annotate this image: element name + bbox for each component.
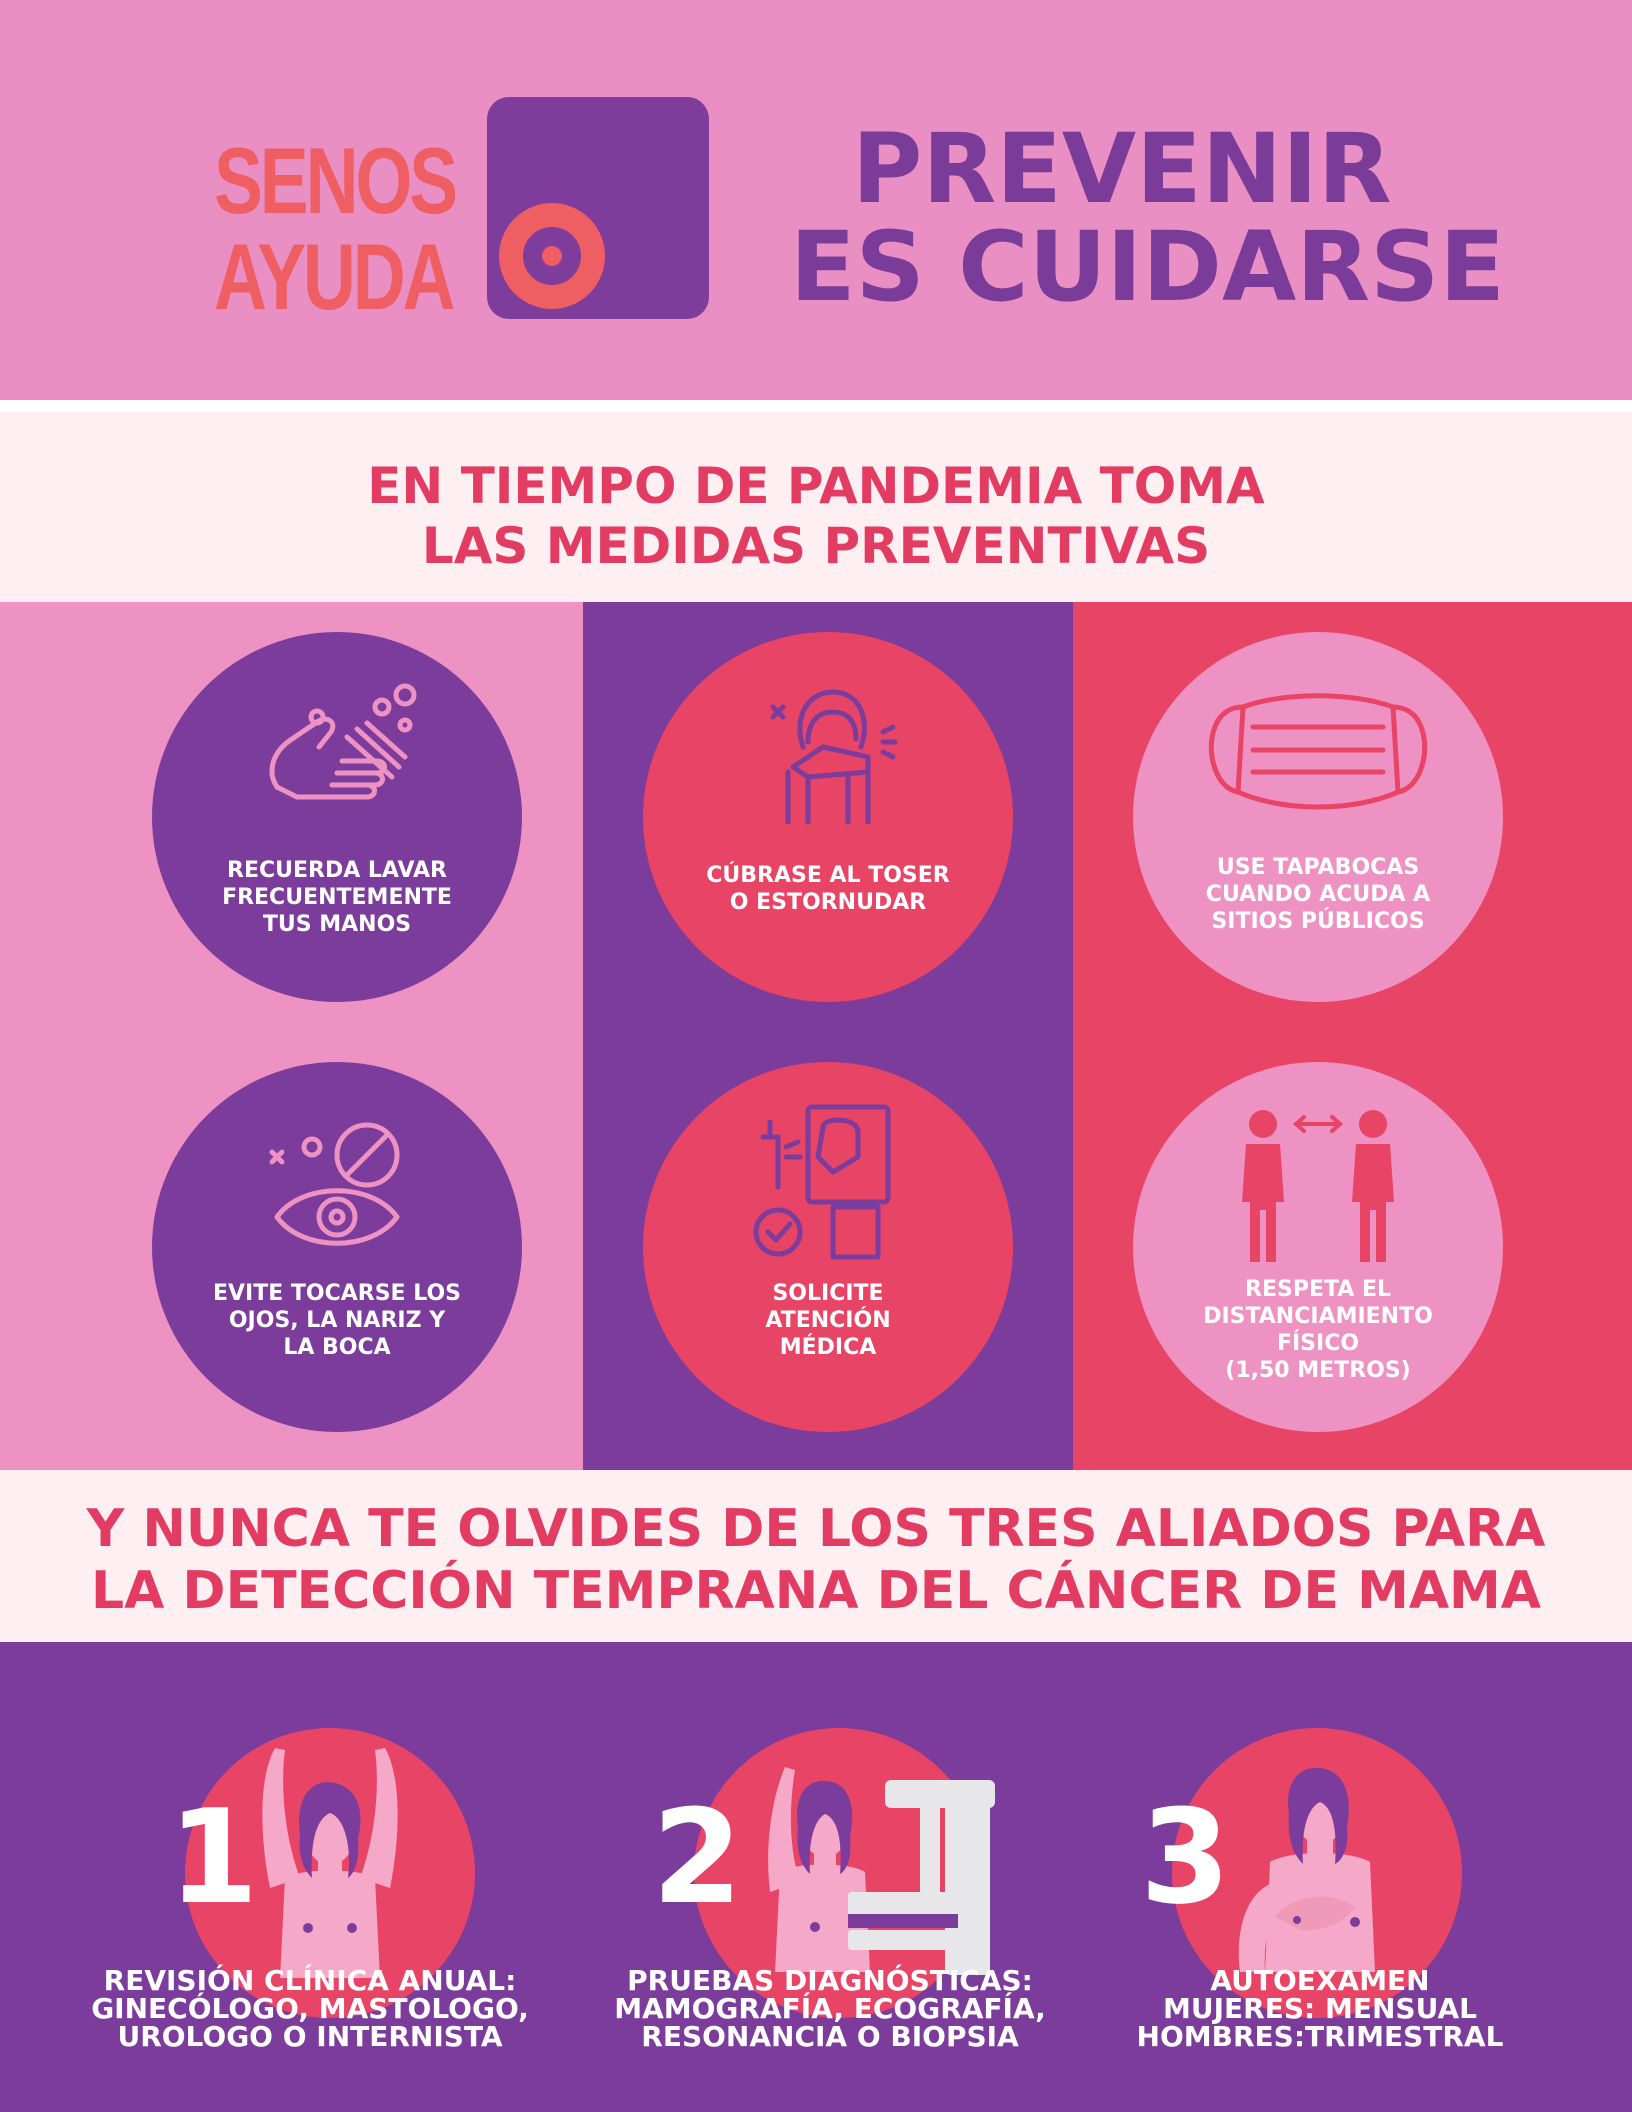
measure-social-distance-line-3: FÍSICO	[1276, 1331, 1360, 1356]
logo-line-2: AYUDA	[214, 224, 455, 329]
headline: PREVENIR ES CUIDARSE	[790, 120, 1505, 316]
measure-avoid-touching-line-1: EVITE TOCARSE LOS	[212, 1281, 462, 1306]
ally-1-line-1: REVISIÓN CLÍNICA ANUAL:	[103, 1964, 517, 1997]
measure-wash-hands-line-1: RECUERDA LAVAR	[227, 858, 447, 883]
measure-medical-attention-line-2: ATENCIÓN	[765, 1308, 891, 1333]
pandemic-banner-line-2: LAS MEDIDAS PREVENTIVAS	[421, 517, 1211, 575]
no-touch-eye-icon	[269, 1122, 400, 1246]
measure-face-mask: USE TAPABOCAS CUANDO ACUDA A SITIOS PÚBL…	[1133, 632, 1503, 1002]
measure-face-mask-line-3: SITIOS PÚBLICOS	[1211, 909, 1425, 934]
pandemic-banner: EN TIEMPO DE PANDEMIA TOMA LAS MEDIDAS P…	[0, 412, 1632, 602]
measure-cover-cough-line-1: CÚBRASE AL TOSER	[706, 863, 950, 888]
cough-elbow-icon	[770, 689, 898, 825]
ally-1-line-2: GINECÓLOGO, MASTOLOGO,	[91, 1992, 529, 2025]
ally-2-line-2: MAMOGRAFÍA, ECOGRAFÍA,	[614, 1992, 1046, 2025]
ally-3-line-2: MUJERES: MENSUAL	[1163, 1992, 1477, 2025]
ally-1-line-3: UROLOGO O INTERNISTA	[117, 2020, 503, 2053]
headline-line-2: ES CUIDARSE	[790, 211, 1505, 323]
measure-face-mask-line-2: CUANDO ACUDA A	[1205, 882, 1431, 907]
pandemic-banner-line-1: EN TIEMPO DE PANDEMIA TOMA	[367, 457, 1265, 515]
measure-social-distance-line-4: (1,50 METROS)	[1225, 1358, 1411, 1383]
header: SENOS AYUDA PREVENIR ES CUIDARSE	[0, 0, 1632, 400]
measure-wash-hands-line-2: FRECUENTEMENTE	[222, 885, 452, 910]
face-mask-icon	[1208, 693, 1428, 810]
measure-medical-attention-line-1: SOLICITE	[772, 1281, 884, 1306]
measure-cover-cough: CÚBRASE AL TOSER O ESTORNUDAR	[643, 632, 1013, 1002]
allies-section: 1 REVISIÓN CLÍNICA ANUAL: GINECÓLOGO, MA…	[0, 1642, 1632, 2112]
measure-face-mask-line-1: USE TAPABOCAS	[1216, 855, 1420, 880]
measure-wash-hands: RECUERDA LAVAR FRECUENTEMENTE TUS MANOS	[152, 632, 522, 1002]
measure-social-distance: RESPETA EL DISTANCIAMIENTO FÍSICO (1,50 …	[1133, 1062, 1503, 1432]
ally-3-line-3: HOMBRES:TRIMESTRAL	[1136, 2020, 1504, 2053]
social-distance-icon	[1242, 1110, 1394, 1262]
ally-3-line-1: AUTOEXAMEN	[1210, 1964, 1430, 1997]
logo-line-1: SENOS	[214, 128, 458, 233]
measure-cover-cough-line-2: O ESTORNUDAR	[729, 890, 927, 915]
ally-2-number: 2	[652, 1781, 743, 1933]
measure-medical-attention-line-3: MÉDICA	[779, 1335, 877, 1360]
ally-1-number: 1	[168, 1781, 259, 1933]
measure-social-distance-line-1: RESPETA EL	[1245, 1277, 1391, 1302]
logo-wordmark: SENOS AYUDA	[214, 128, 458, 329]
ally-3-number: 3	[1140, 1781, 1231, 1933]
allies-banner-line-2: LA DETECCIÓN TEMPRANA DEL CÁNCER DE MAMA	[90, 1561, 1542, 1621]
clinical-review-icon	[262, 1748, 398, 1978]
self-exam-icon	[1238, 1767, 1375, 1972]
ally-2-line-3: RESONANCIA O BIOPSIA	[641, 2020, 1019, 2053]
allies-banner: Y NUNCA TE OLVIDES DE LOS TRES ALIADOS P…	[0, 1470, 1632, 1642]
measure-avoid-touching-line-2: OJOS, LA NARIZ Y	[228, 1308, 446, 1333]
ally-2-line-1: PRUEBAS DIAGNÓSTICAS:	[627, 1964, 1033, 1997]
measure-social-distance-line-2: DISTANCIAMIENTO	[1203, 1304, 1433, 1329]
measure-medical-attention: SOLICITE ATENCIÓN MÉDICA	[643, 1062, 1013, 1432]
allies-banner-line-1: Y NUNCA TE OLVIDES DE LOS TRES ALIADOS P…	[86, 1499, 1546, 1559]
measure-avoid-touching: EVITE TOCARSE LOS OJOS, LA NARIZ Y LA BO…	[152, 1062, 522, 1432]
logo-ring-icon	[499, 203, 605, 309]
hand-washing-icon	[269, 683, 417, 800]
measure-wash-hands-line-3: TUS MANOS	[262, 912, 412, 937]
mammography-icon	[768, 1767, 995, 1975]
measure-avoid-touching-line-3: LA BOCA	[283, 1335, 391, 1360]
headline-line-1: PREVENIR	[852, 113, 1392, 225]
measures-grid: RECUERDA LAVAR FRECUENTEMENTE TUS MANOS …	[0, 602, 1632, 1470]
medical-attention-icon	[753, 1104, 891, 1260]
